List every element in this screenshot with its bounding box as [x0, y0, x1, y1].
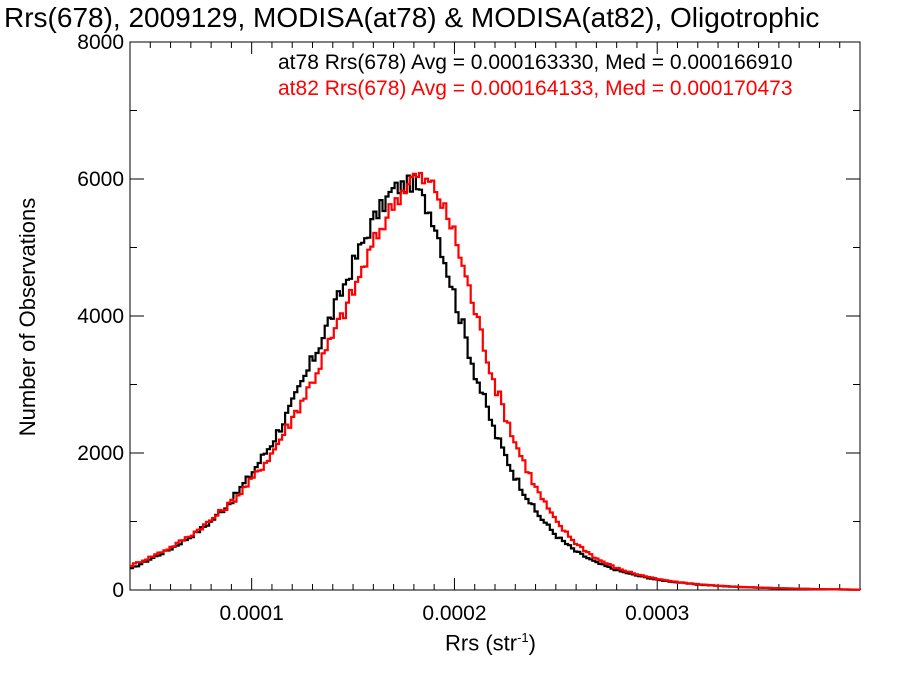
series-layer — [130, 171, 862, 591]
x-axis-label-sup: -1 — [517, 630, 529, 645]
plot-frame — [129, 41, 861, 591]
y-tick-label: 0 — [112, 579, 124, 602]
series-line-at82 — [130, 171, 862, 591]
x-tick-label: 0.0002 — [422, 602, 486, 625]
x-axis-label: Rrs (str-1) — [445, 630, 536, 656]
axes-frame — [129, 41, 861, 591]
axis-ticks — [130, 41, 860, 591]
x-axis-label-end: ) — [528, 630, 536, 656]
legend-entry-at78: at78 Rrs(678) Avg = 0.000163330, Med = 0… — [278, 51, 793, 74]
x-tick-label: 0.0001 — [220, 602, 284, 625]
legend-entry-at82: at82 Rrs(678) Avg = 0.000164133, Med = 0… — [278, 77, 793, 100]
y-axis-label: Number of Observations — [15, 197, 40, 437]
chart-title: Rrs(678), 2009129, MODISA(at78) & MODISA… — [4, 2, 820, 33]
y-tick-label: 2000 — [77, 442, 124, 465]
x-axis-label-text: Rrs (str — [445, 630, 518, 656]
y-tick-label: 8000 — [77, 31, 124, 54]
y-tick-label: 4000 — [77, 305, 124, 328]
axis-tick-labels: 0.0001 0.0002 0.0003 0 2000 4000 6000 8000 — [77, 31, 689, 625]
x-tick-label: 0.0003 — [625, 602, 689, 625]
y-tick-label: 6000 — [77, 168, 124, 191]
